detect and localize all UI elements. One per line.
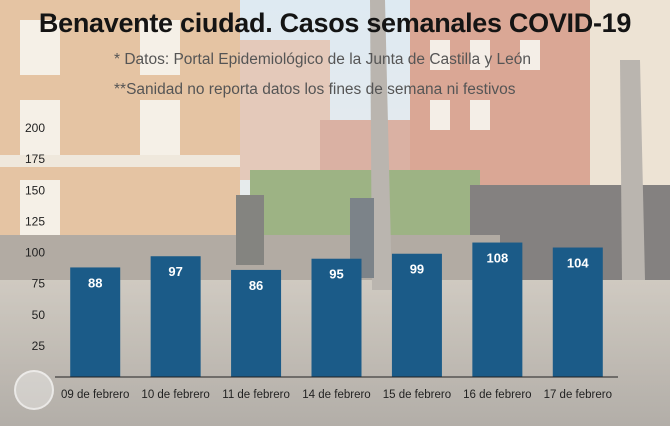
y-axis: 25 50 75 100 125 150 175 200 xyxy=(25,121,45,353)
y-tick-label: 100 xyxy=(25,246,45,260)
chart-title: Benavente ciudad. Casos semanales COVID-… xyxy=(38,8,632,38)
x-axis: 09 de febrero 10 de febrero 11 de febrero 1… xyxy=(55,376,618,401)
data-label: 104 xyxy=(567,256,589,271)
x-tick-label: 15 de febrero xyxy=(383,389,451,401)
x-tick-label: 17 de febrero xyxy=(544,389,612,401)
data-label: 88 xyxy=(88,275,102,290)
y-tick-label: 200 xyxy=(25,121,45,135)
bar xyxy=(391,253,442,377)
x-tick-label: 16 de febrero xyxy=(463,389,531,401)
watermark-logo xyxy=(14,370,54,410)
bar xyxy=(231,269,282,377)
bar xyxy=(70,267,121,377)
data-label: 86 xyxy=(249,278,263,293)
y-tick-label: 50 xyxy=(32,308,46,322)
y-tick-label: 150 xyxy=(25,183,45,197)
source-note: * Datos: Portal Epidemiológico de la Jun… xyxy=(114,51,532,68)
bar xyxy=(552,247,603,377)
data-label: 99 xyxy=(410,262,424,277)
x-tick-label: 11 de febrero xyxy=(222,389,290,401)
bar xyxy=(472,242,523,377)
bar xyxy=(311,258,362,377)
y-tick-label: 25 xyxy=(32,339,46,353)
y-tick-label: 175 xyxy=(25,152,45,166)
x-tick-label: 09 de febrero xyxy=(61,389,129,401)
data-label: 95 xyxy=(329,267,343,282)
weekend-note: **Sanidad no reporta datos los fines de … xyxy=(114,81,516,98)
y-tick-label: 75 xyxy=(32,277,46,291)
y-tick-label: 125 xyxy=(25,214,45,228)
x-tick-label: 14 de febrero xyxy=(302,389,370,401)
bar xyxy=(150,256,201,377)
bars: 88 97 86 95 99 108 104 xyxy=(70,242,603,377)
data-label: 97 xyxy=(168,264,182,279)
data-label: 108 xyxy=(487,251,509,266)
x-tick-label: 10 de febrero xyxy=(141,389,209,401)
